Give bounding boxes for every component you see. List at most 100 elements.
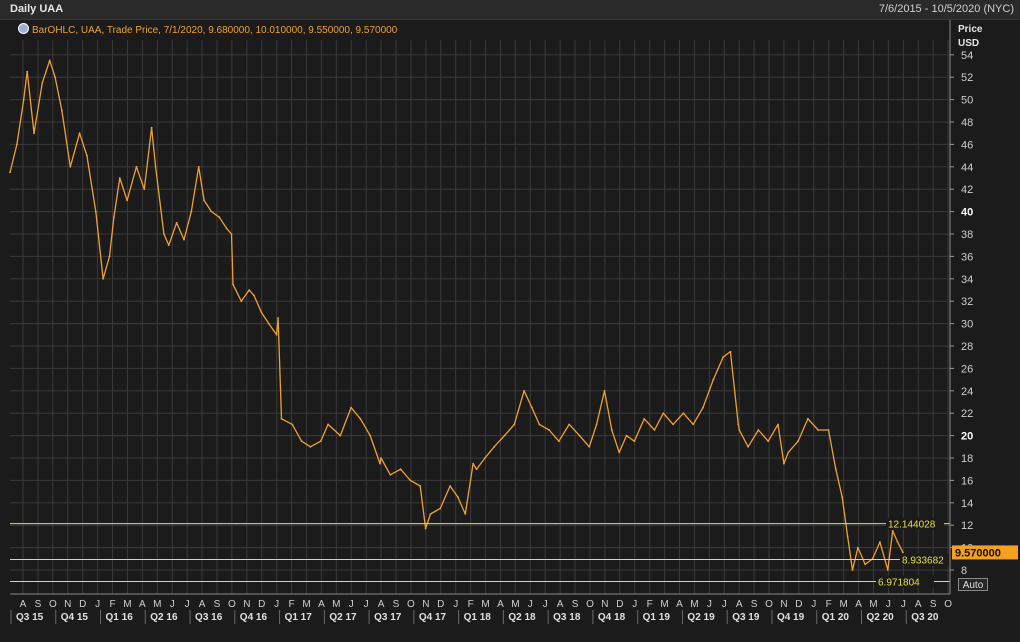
x-quarter-label: Q2 19 [687,612,715,623]
price-point [851,569,854,571]
price-point [94,210,97,213]
price-point [225,227,228,230]
price-point [817,429,820,431]
price-point [277,317,279,319]
x-month-label: O [49,599,57,610]
y-tick-label: 30 [961,319,973,331]
x-month-label: M [302,599,310,610]
x-month-label: A [855,599,862,610]
price-point [457,496,459,499]
price-point [610,429,613,431]
y-tick-label: 26 [961,363,973,375]
horizontal-line-label: 6.971804 [878,578,920,589]
x-month-label: D [616,599,623,610]
price-point [856,546,859,549]
x-month-label: J [185,599,190,610]
price-point [48,59,51,62]
price-point [484,457,486,459]
x-month-label: J [349,599,354,610]
price-point [653,429,656,431]
price-point [267,322,270,325]
x-month-label: J [901,599,906,610]
x-month-label: M [153,599,161,610]
x-month-label: A [736,599,743,610]
price-point [475,468,478,471]
price-point [359,417,362,420]
price-point [210,210,213,213]
x-month-label: J [886,599,891,610]
x-month-label: O [586,599,594,610]
price-point [167,244,170,247]
x-quarter-label: Q4 17 [419,612,447,623]
price-point [15,143,18,146]
x-month-label: J [274,599,279,610]
price-point [729,350,732,353]
price-point [662,412,665,415]
price-point [240,300,243,303]
price-point [827,429,830,431]
x-quarter-label: Q2 20 [866,612,894,623]
price-point [464,513,467,515]
price-point [162,233,165,235]
price-point [737,423,740,426]
price-point [61,109,63,112]
series-legend[interactable]: BarOHLC, UAA, Trade Price, 7/1/2020, 9.6… [18,23,397,37]
x-quarter-label: Q1 20 [822,612,850,623]
price-point [864,563,867,566]
y-tick-label: 46 [961,139,973,151]
price-point [253,294,255,297]
y-tick-label: 48 [961,117,973,129]
last-price-label: 9.570000 [955,547,1001,559]
price-point [69,165,72,168]
x-month-label: N [601,599,608,610]
horizontal-line-label: 12.144028 [888,520,936,531]
price-point [389,473,392,476]
title-bar: Daily UAA 7/6/2015 - 10/5/2020 (NYC) [0,0,1020,20]
price-point [548,429,551,431]
x-month-label: M [690,599,698,610]
price-point [319,440,322,443]
price-point [439,507,442,510]
x-month-label: J [453,599,458,610]
y-tick-label: 8 [961,565,967,577]
y-tick-label: 40 [961,207,973,219]
price-point [280,417,283,420]
x-quarter-label: Q4 18 [598,612,626,623]
x-quarter-label: Q3 19 [732,612,760,623]
auto-scale-button[interactable]: Auto [958,578,988,591]
x-month-label: J [364,599,369,610]
price-point [767,440,770,443]
price-point [449,485,452,487]
y-tick-label: 50 [961,95,973,107]
price-point [135,165,138,168]
price-point [150,126,153,129]
price-point [26,70,29,73]
series-info-icon[interactable] [18,23,29,34]
x-month-label: S [751,599,758,610]
price-point [203,199,205,202]
price-point [712,378,715,381]
axes: 8101214161820222426283032343638404244464… [10,20,1018,624]
price-point [702,406,704,409]
price-point [197,165,200,168]
x-month-label: J [170,599,175,610]
price-point [369,434,372,437]
y-axis-unit: USD [958,38,979,49]
price-point [309,445,312,448]
y-tick-label: 44 [961,162,973,174]
horizontal-line-label-bg [876,575,934,588]
x-month-label: M [123,599,131,610]
last-price-badge [952,545,1018,560]
x-month-label: O [944,599,952,610]
price-point [339,434,342,437]
price-point [22,98,25,101]
price-point [618,451,621,454]
price-point [472,462,475,465]
x-month-label: J [707,599,712,610]
x-month-label: S [35,599,42,610]
price-point [588,445,591,448]
price-point [578,434,581,437]
x-quarter-label: Q1 16 [106,612,134,623]
price-point [154,165,157,168]
price-point [513,423,516,426]
